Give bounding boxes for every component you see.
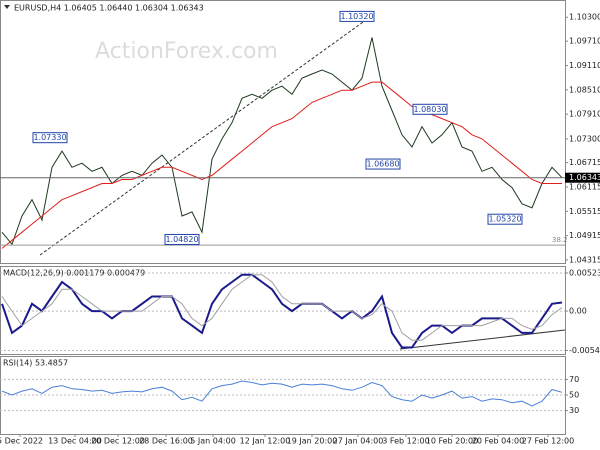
x-tick-label: 27 Feb 12:00 xyxy=(522,437,574,446)
y-tick-label: 1.08510 xyxy=(569,85,600,94)
menu-arrow xyxy=(4,5,10,9)
series-line xyxy=(1,274,563,341)
y-tick-label: 1.04315 xyxy=(569,255,600,264)
x-tick-label: 27 Jan 04:00 xyxy=(333,437,384,446)
price-annotation-box xyxy=(487,213,523,225)
price-annotation: 1.04820 xyxy=(165,235,198,244)
price-annotation-box xyxy=(32,132,68,144)
y-tick-label: 70 xyxy=(569,375,579,384)
y-tick-label: 1.10300 xyxy=(569,13,600,22)
x-tick-label: 5 Jan 04:00 xyxy=(190,437,236,446)
macd-title: MACD(12,26,9) 0.001179 0.000479 xyxy=(3,269,145,278)
y-tick-label: 1.09110 xyxy=(569,61,600,70)
macd-panel xyxy=(0,266,566,355)
x-tick-label: 5 Dec 2022 xyxy=(0,437,43,446)
x-tick-label: 19 Jan 20:00 xyxy=(287,437,338,446)
y-tick-label: 1.06715 xyxy=(569,158,600,167)
x-tick-label: 12 Jan 12:00 xyxy=(240,437,291,446)
price-annotation: 1.07330 xyxy=(33,133,66,142)
series-line xyxy=(1,37,563,246)
series-line xyxy=(1,81,562,249)
price-annotation-box xyxy=(365,158,401,170)
price-annotation: 1.08030 xyxy=(413,105,446,114)
y-tick-label: 1.05515 xyxy=(569,207,600,216)
macd-trend-line xyxy=(399,329,566,350)
x-tick-label: 3 Feb 12:00 xyxy=(382,437,429,446)
y-tick-label: 50 xyxy=(569,391,579,400)
price-annotation: 1.05320 xyxy=(488,215,521,224)
price-annotation-box xyxy=(339,10,375,22)
current-price-label: 1.06343 xyxy=(569,173,600,182)
price-annotation: 1.10320 xyxy=(340,12,373,21)
watermark: ActionForex.com xyxy=(95,39,278,64)
trend-line xyxy=(39,16,371,256)
current-price-box xyxy=(565,172,600,183)
price-annotation-box xyxy=(164,233,200,245)
y-tick-label: 1.07300 xyxy=(569,134,600,143)
price-annotation-box xyxy=(412,103,448,115)
chart-title: EURUSD,H4 1.06405 1.06440 1.06304 1.0634… xyxy=(14,4,204,13)
x-tick-label: 13 Dec 04:00 xyxy=(48,437,102,446)
x-tick-label: 28 Dec 16:00 xyxy=(139,437,193,446)
main-panel xyxy=(0,0,566,264)
y-tick-label: 0.00 xyxy=(569,307,587,316)
x-tick-label: 10 Feb 20:00 xyxy=(426,437,478,446)
x-tick-label: 20 Feb 04:00 xyxy=(472,437,524,446)
y-tick-label: 1.04915 xyxy=(569,231,600,240)
y-tick-label: 1.07910 xyxy=(569,110,600,119)
rsi-title: RSI(14) 53.4857 xyxy=(3,359,68,368)
y-tick-label: 30 xyxy=(569,406,579,415)
y-tick-label: 0.005236 xyxy=(569,269,600,278)
y-tick-label: 1.09710 xyxy=(569,37,600,46)
series-line xyxy=(1,380,563,407)
fib-label: 38.2 xyxy=(552,236,568,244)
y-tick-label: 1.06115 xyxy=(569,182,600,191)
x-tick-label: 20 Dec 12:00 xyxy=(91,437,145,446)
y-tick-label: -0.005416 xyxy=(569,346,600,355)
price-annotation: 1.06680 xyxy=(366,160,399,169)
